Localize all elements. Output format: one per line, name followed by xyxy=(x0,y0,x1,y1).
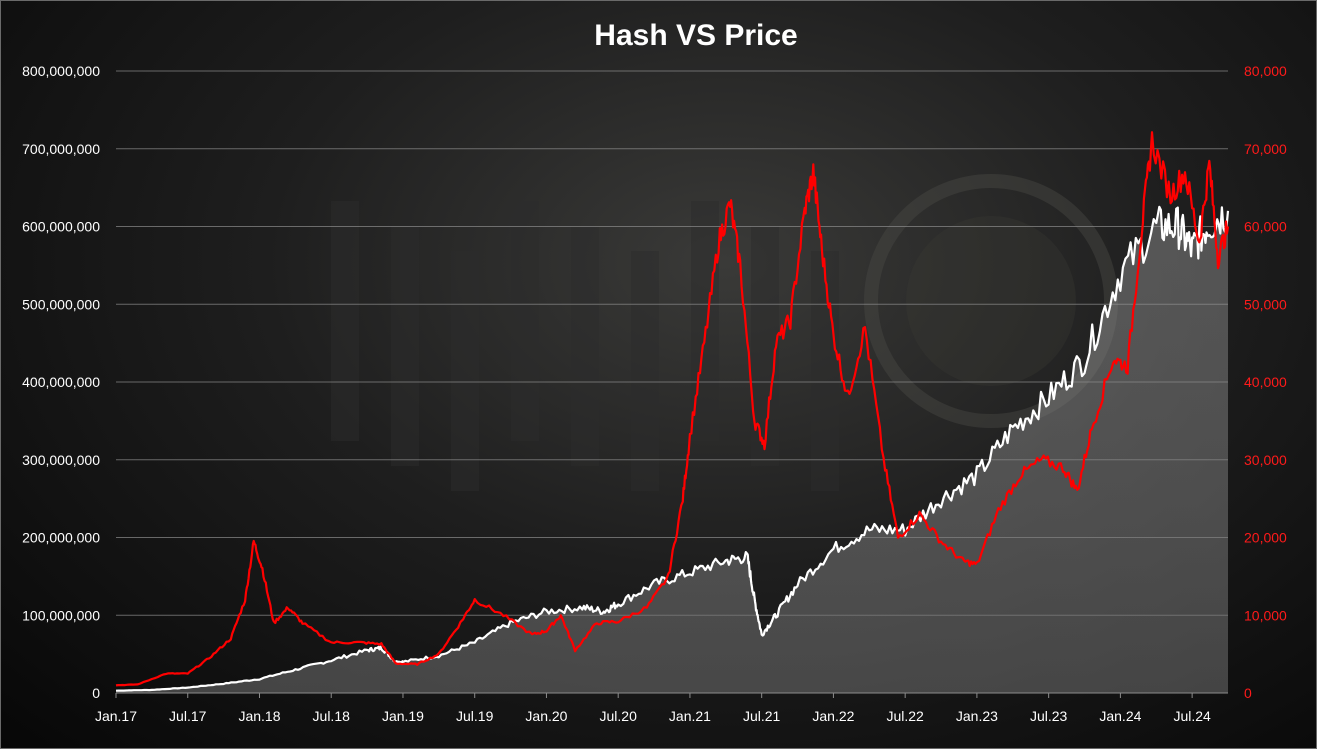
x-tick-label: Jul.20 xyxy=(600,708,638,724)
y-right-tick-label: 40,000 xyxy=(1244,374,1287,390)
bg-coin-face xyxy=(906,216,1076,386)
bg-machine-block xyxy=(511,201,539,441)
x-tick-label: Jul.19 xyxy=(456,708,494,724)
bg-machine-block xyxy=(451,251,479,491)
y-right-tick-label: 20,000 xyxy=(1244,530,1287,546)
series-line-hash xyxy=(115,205,1230,692)
bg-machine-block xyxy=(331,201,359,441)
y-left-tick-label: 500,000,000 xyxy=(22,296,100,312)
y-left-tick-label: 200,000,000 xyxy=(22,530,100,546)
y-right-tick-label: 80,000 xyxy=(1244,63,1287,79)
y-right-tick-label: 10,000 xyxy=(1244,607,1287,623)
y-right-tick-label: 50,000 xyxy=(1244,296,1287,312)
x-tick-label: Jan.24 xyxy=(1099,708,1141,724)
x-tick-label: Jul.23 xyxy=(1030,708,1068,724)
plot-area xyxy=(115,131,1230,694)
x-tick-label: Jul.18 xyxy=(313,708,351,724)
y-left-tick-label: 800,000,000 xyxy=(22,63,100,79)
x-tick-label: Jul.22 xyxy=(886,708,924,724)
x-tick-label: Jan.18 xyxy=(238,708,280,724)
y-left-tick-label: 100,000,000 xyxy=(22,607,100,623)
x-tick-label: Jul.24 xyxy=(1173,708,1211,724)
x-tick-label: Jul.17 xyxy=(169,708,207,724)
bg-machine-block xyxy=(571,226,599,466)
bg-machine-block xyxy=(631,251,659,491)
y-left-tick-label: 0 xyxy=(92,685,100,701)
bg-machine-block xyxy=(391,226,419,466)
y-right-tick-label: 30,000 xyxy=(1244,452,1287,468)
x-tick-label: Jul.21 xyxy=(743,708,781,724)
chart-title: Hash VS Price xyxy=(594,19,797,52)
y-right-tick-label: 70,000 xyxy=(1244,141,1287,157)
x-tick-label: Jan.22 xyxy=(812,708,854,724)
y-left-tick-label: 600,000,000 xyxy=(22,219,100,235)
y-left-tick-label: 400,000,000 xyxy=(22,374,100,390)
background-decoration xyxy=(331,174,1118,491)
y-right-tick-label: 60,000 xyxy=(1244,219,1287,235)
x-tick-label: Jan.21 xyxy=(669,708,711,724)
y-right-tick-label: 0 xyxy=(1244,685,1252,701)
x-tick-label: Jan.19 xyxy=(382,708,424,724)
x-tick-label: Jan.17 xyxy=(95,708,137,724)
series-area-hash xyxy=(116,206,1228,694)
bg-machine-block xyxy=(811,251,839,491)
y-left-tick-label: 300,000,000 xyxy=(22,452,100,468)
x-tick-label: Jan.23 xyxy=(956,708,998,724)
y-left-tick-label: 700,000,000 xyxy=(22,141,100,157)
x-tick-label: Jan.20 xyxy=(525,708,567,724)
series-line-price xyxy=(115,131,1230,687)
axes: 0 0 100,000,000 10,000 200,000,000 20,000 300,… xyxy=(22,63,1287,724)
